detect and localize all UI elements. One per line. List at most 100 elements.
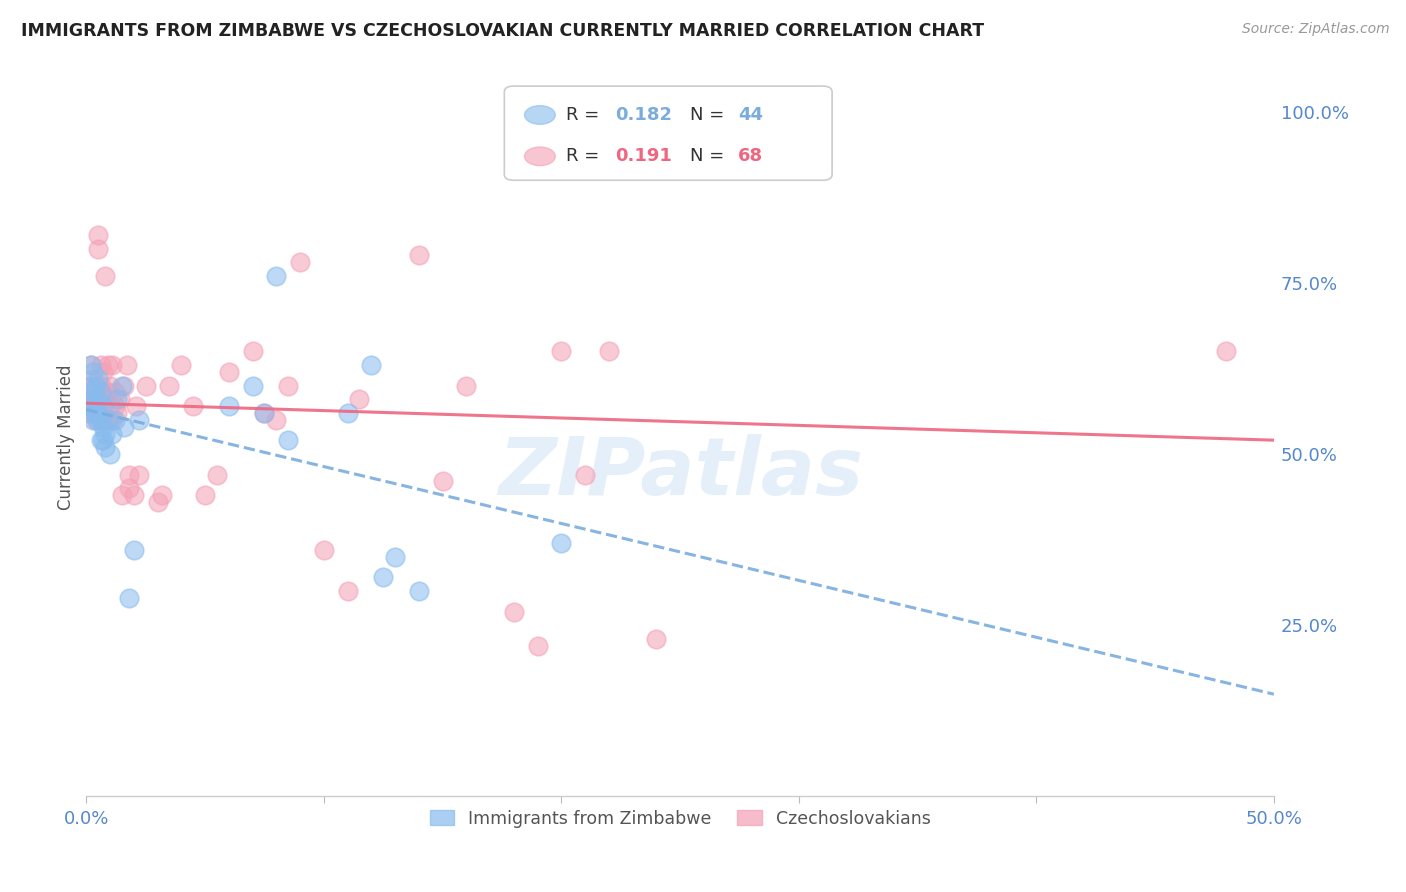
- Point: [91, 385, 114, 400]
- Point: [94, 392, 117, 407]
- Point: [336, 584, 359, 599]
- Point: [84, 406, 107, 420]
- Point: [157, 378, 180, 392]
- Point: [87, 406, 110, 420]
- Point: [84, 399, 107, 413]
- Point: [90, 406, 112, 420]
- Point: [408, 584, 430, 599]
- Point: [242, 378, 264, 392]
- Point: [312, 543, 335, 558]
- Point: [150, 488, 173, 502]
- Point: [90, 378, 112, 392]
- Point: [104, 399, 127, 413]
- Point: [550, 536, 572, 550]
- Point: [108, 392, 131, 407]
- Point: [94, 268, 117, 283]
- Point: [87, 242, 110, 256]
- Point: [91, 399, 114, 413]
- Point: [266, 268, 288, 283]
- Text: N =: N =: [689, 147, 730, 165]
- Point: [97, 413, 120, 427]
- Point: [98, 447, 121, 461]
- Point: [135, 378, 157, 392]
- Point: [87, 227, 110, 242]
- Point: [91, 419, 114, 434]
- Point: [277, 378, 299, 392]
- Circle shape: [524, 147, 555, 166]
- Point: [98, 399, 121, 413]
- Point: [170, 358, 193, 372]
- Legend: Immigrants from Zimbabwe, Czechoslovakians: Immigrants from Zimbabwe, Czechoslovakia…: [423, 803, 938, 835]
- Point: [84, 378, 107, 392]
- Point: [432, 475, 454, 489]
- Point: [90, 385, 112, 400]
- Point: [84, 392, 107, 407]
- Text: R =: R =: [567, 147, 605, 165]
- Point: [111, 488, 134, 502]
- Text: 68: 68: [738, 147, 763, 165]
- Point: [91, 434, 114, 448]
- Point: [112, 419, 135, 434]
- Text: IMMIGRANTS FROM ZIMBABWE VS CZECHOSLOVAKIAN CURRENTLY MARRIED CORRELATION CHART: IMMIGRANTS FROM ZIMBABWE VS CZECHOSLOVAK…: [21, 22, 984, 40]
- Point: [80, 378, 103, 392]
- Point: [82, 365, 104, 379]
- Point: [82, 392, 104, 407]
- Y-axis label: Currently Married: Currently Married: [58, 364, 75, 509]
- Point: [502, 605, 524, 619]
- Point: [90, 434, 112, 448]
- Point: [645, 632, 668, 646]
- Point: [97, 385, 120, 400]
- Point: [98, 378, 121, 392]
- Point: [115, 358, 138, 372]
- Point: [384, 549, 406, 564]
- Point: [82, 385, 104, 400]
- Point: [94, 440, 117, 454]
- Point: [91, 365, 114, 379]
- Point: [218, 365, 240, 379]
- Circle shape: [524, 105, 555, 124]
- Point: [181, 399, 204, 413]
- Point: [82, 399, 104, 413]
- Point: [87, 413, 110, 427]
- Text: N =: N =: [689, 106, 730, 124]
- Point: [125, 399, 148, 413]
- Point: [82, 406, 104, 420]
- Point: [82, 372, 104, 386]
- Point: [253, 406, 276, 420]
- Point: [128, 413, 150, 427]
- Point: [84, 413, 107, 427]
- Text: 44: 44: [738, 106, 763, 124]
- Point: [87, 372, 110, 386]
- Text: ZIPatlas: ZIPatlas: [498, 434, 863, 512]
- Point: [550, 344, 572, 359]
- Point: [84, 378, 107, 392]
- Point: [146, 495, 169, 509]
- Point: [77, 406, 100, 420]
- Point: [118, 591, 141, 605]
- Point: [218, 399, 240, 413]
- Point: [408, 248, 430, 262]
- Point: [598, 344, 620, 359]
- Point: [105, 392, 128, 407]
- Point: [118, 481, 141, 495]
- Point: [94, 426, 117, 441]
- Point: [87, 392, 110, 407]
- Point: [205, 467, 228, 482]
- Point: [104, 385, 127, 400]
- Point: [242, 344, 264, 359]
- Point: [526, 639, 548, 653]
- Point: [669, 91, 692, 105]
- Point: [456, 378, 478, 392]
- Point: [104, 413, 127, 427]
- Point: [253, 406, 276, 420]
- Point: [122, 488, 145, 502]
- Point: [118, 467, 141, 482]
- Point: [77, 392, 100, 407]
- Point: [574, 467, 596, 482]
- Point: [128, 467, 150, 482]
- Point: [373, 570, 395, 584]
- Point: [101, 358, 124, 372]
- Point: [105, 406, 128, 420]
- Point: [87, 392, 110, 407]
- FancyBboxPatch shape: [505, 86, 832, 180]
